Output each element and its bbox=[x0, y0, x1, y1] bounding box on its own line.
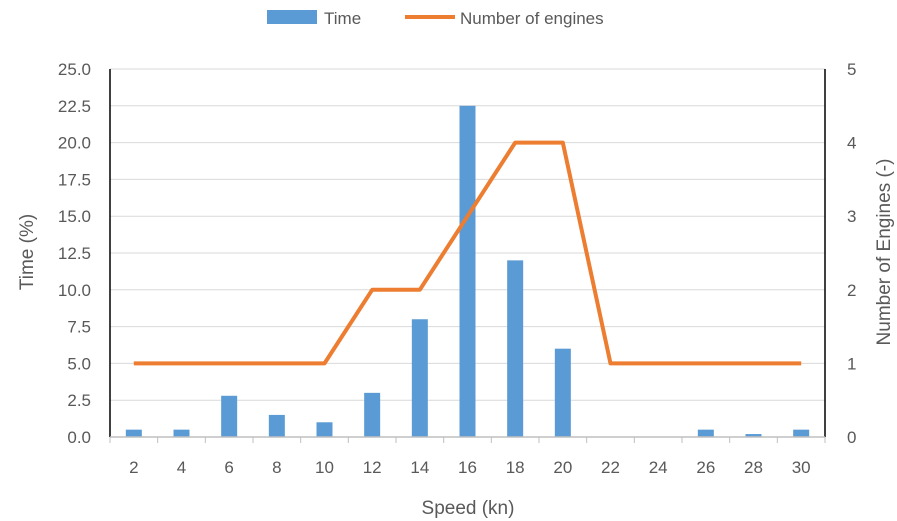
y-tick-label: 20.0 bbox=[58, 134, 91, 153]
x-tick-label: 24 bbox=[649, 458, 668, 477]
y2-tick-label: 3 bbox=[847, 207, 856, 226]
bar bbox=[173, 429, 190, 437]
engines-line-path bbox=[133, 140, 802, 366]
y-tick-label: 22.5 bbox=[58, 97, 91, 116]
x-tick-label: 22 bbox=[601, 458, 620, 477]
y-tick-label: 12.5 bbox=[58, 244, 91, 263]
x-tick-label: 28 bbox=[744, 458, 763, 477]
left-y-tick-labels: 0.0 2.5 5.0 7.5 10.0 12.5 15.0 17.5 20.0 22.5 25.0 bbox=[58, 60, 91, 447]
x-tick-label: 6 bbox=[224, 458, 233, 477]
x-axis-title: Speed (kn) bbox=[422, 498, 515, 519]
x-tick-labels: 2 4 6 8 10 12 14 16 18 20 22 24 26 28 30 bbox=[129, 458, 811, 477]
bar bbox=[745, 434, 762, 437]
bar bbox=[554, 348, 571, 437]
y2-tick-label: 4 bbox=[847, 134, 856, 153]
y-axis-title: Time (%) bbox=[17, 214, 38, 290]
y-tick-label: 5.0 bbox=[67, 354, 91, 373]
bar bbox=[411, 319, 428, 437]
y-tick-label: 2.5 bbox=[67, 391, 91, 410]
bar bbox=[507, 260, 524, 437]
x-tick-label: 12 bbox=[363, 458, 382, 477]
legend-swatch-time bbox=[267, 10, 317, 24]
x-tick-label: 2 bbox=[129, 458, 138, 477]
y2-tick-label: 1 bbox=[847, 354, 856, 373]
right-y-tick-labels: 0 1 2 3 4 5 bbox=[847, 60, 856, 447]
engines-line bbox=[133, 140, 802, 366]
y2-tick-label: 2 bbox=[847, 281, 856, 300]
x-tick-label: 18 bbox=[506, 458, 525, 477]
y-tick-label: 10.0 bbox=[58, 281, 91, 300]
x-tick-label: 30 bbox=[792, 458, 811, 477]
x-tick-label: 26 bbox=[696, 458, 715, 477]
bar bbox=[793, 429, 810, 437]
x-tick-label: 14 bbox=[410, 458, 429, 477]
x-tick-label: 8 bbox=[272, 458, 281, 477]
bar bbox=[316, 422, 333, 437]
y-tick-label: 7.5 bbox=[67, 318, 91, 337]
bar bbox=[221, 395, 238, 437]
x-tick-label: 20 bbox=[553, 458, 572, 477]
legend-label-time: Time bbox=[324, 9, 361, 28]
axes bbox=[109, 69, 826, 443]
bar bbox=[125, 429, 142, 437]
x-tick-label: 4 bbox=[177, 458, 186, 477]
x-tick-label: 10 bbox=[315, 458, 334, 477]
y-tick-label: 17.5 bbox=[58, 170, 91, 189]
y-tick-label: 15.0 bbox=[58, 207, 91, 226]
y2-tick-label: 0 bbox=[847, 428, 856, 447]
y2-tick-label: 5 bbox=[847, 60, 856, 79]
legend-label-engines: Number of engines bbox=[460, 9, 604, 28]
x-tick-label: 16 bbox=[458, 458, 477, 477]
bar bbox=[697, 429, 714, 437]
bar bbox=[459, 105, 476, 438]
y2-axis-title: Number of Engines (-) bbox=[874, 159, 895, 346]
time-bars bbox=[125, 105, 810, 438]
y-tick-label: 25.0 bbox=[58, 60, 91, 79]
bar bbox=[268, 414, 285, 437]
y-tick-label: 0.0 bbox=[67, 428, 91, 447]
bar bbox=[364, 392, 381, 437]
legend: Time Number of engines bbox=[267, 9, 604, 28]
